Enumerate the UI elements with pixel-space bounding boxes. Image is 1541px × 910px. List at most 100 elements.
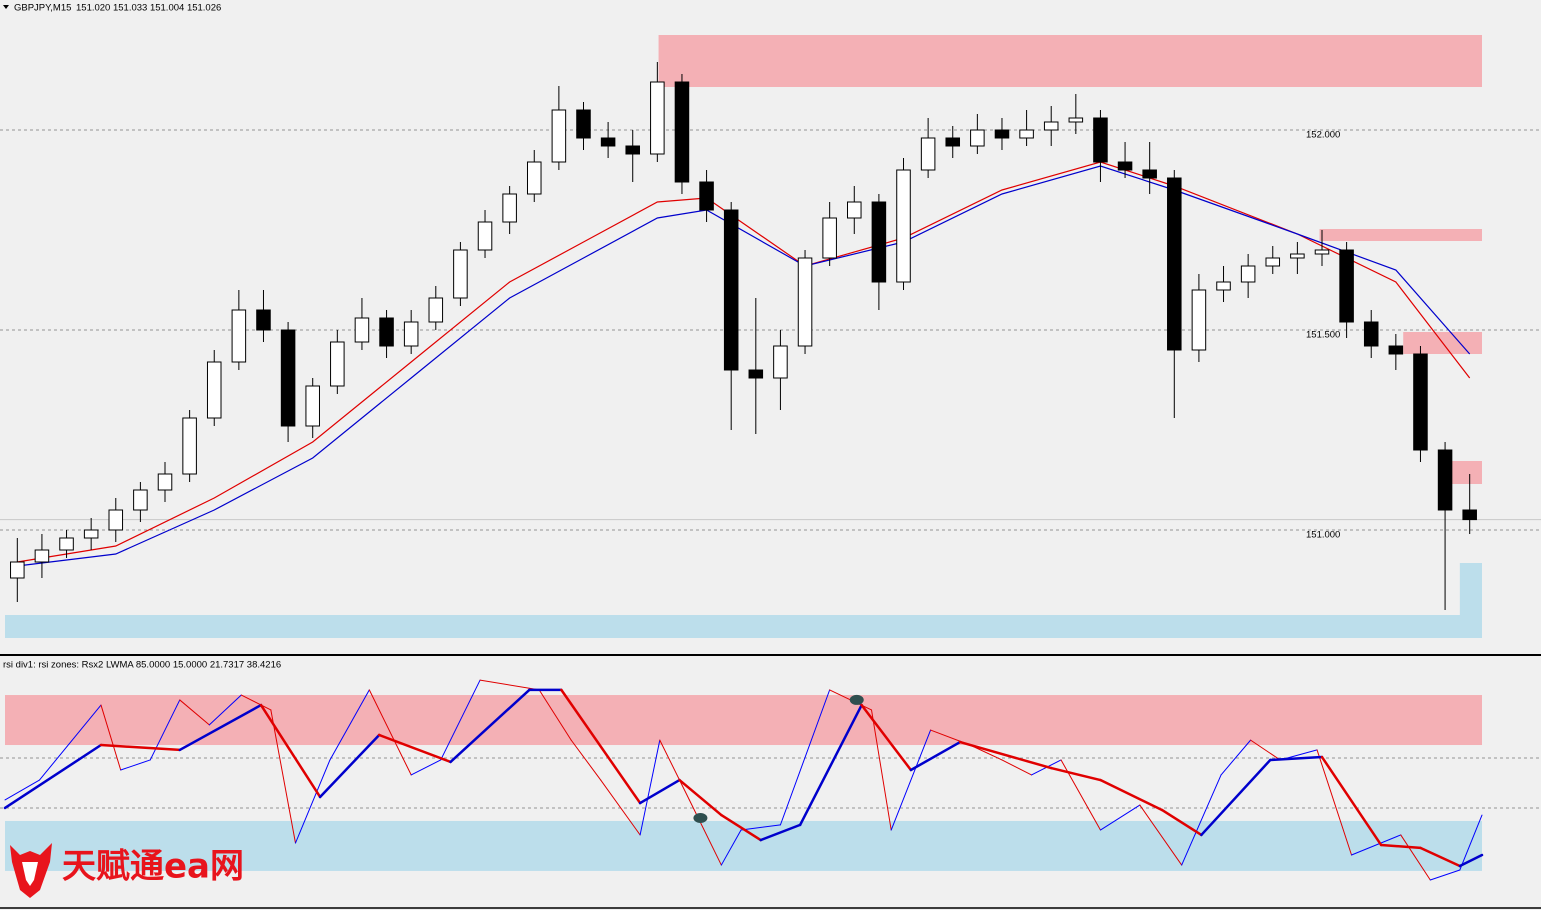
candle-body [674, 81, 690, 183]
indicator-line [1320, 755, 1383, 847]
zone [1447, 461, 1482, 484]
indicator-line [798, 703, 863, 827]
candle-body [576, 109, 591, 139]
indicator-line [779, 689, 831, 826]
indicator-line [1269, 755, 1324, 762]
indicator-line [538, 689, 572, 741]
indicator-line [890, 729, 932, 831]
indicator-line [1379, 843, 1422, 850]
chart-title: GBPJPY,M15 [14, 3, 71, 14]
candle-body [477, 221, 493, 251]
logo-icon-inner [22, 862, 38, 886]
indicator-line [329, 689, 370, 761]
indicator-line [120, 759, 151, 771]
candle-body [133, 489, 148, 511]
indicator-line [294, 759, 331, 844]
indicator-line [449, 688, 531, 764]
indicator-line [1400, 834, 1431, 881]
candle-body [650, 81, 665, 155]
candle-body [1388, 345, 1404, 355]
candle-body [34, 549, 50, 563]
indicator-line [318, 733, 381, 799]
candle-body [748, 369, 764, 379]
indicator-line [1419, 846, 1462, 868]
candle-body [10, 561, 25, 579]
candle-body [994, 129, 1010, 139]
candle-body [871, 201, 887, 283]
candle-body [1191, 289, 1207, 351]
candle-body [1413, 353, 1428, 451]
indicator-line [1458, 853, 1484, 868]
menu-arrow [3, 5, 9, 9]
indicator-line [1049, 766, 1102, 782]
candle-body [1265, 257, 1281, 267]
candle-body [403, 321, 419, 347]
indicator-line [720, 829, 742, 866]
candle-body [1019, 129, 1034, 139]
indicator-line [99, 743, 182, 752]
indicator-line [1060, 759, 1101, 831]
indicator-line [678, 778, 723, 817]
candle-body [945, 137, 961, 147]
candle-body [206, 361, 222, 419]
signal-dot [693, 813, 708, 824]
candle-body [157, 473, 173, 491]
indicator-line [1250, 739, 1281, 761]
candle-body [723, 209, 739, 371]
indicator-line [638, 778, 681, 805]
candle-body [1117, 161, 1133, 171]
indicator-line [1220, 739, 1252, 776]
candle-body [1240, 265, 1256, 283]
indicator-line [1181, 774, 1222, 866]
candle-body [920, 137, 936, 171]
indicator-line [100, 704, 122, 771]
y-tick-label: 152.000 [1306, 130, 1340, 141]
candle-body [182, 417, 197, 475]
indicator-line [1001, 759, 1033, 776]
candle-body [330, 341, 345, 387]
indicator-line [179, 699, 210, 726]
candle-body [600, 137, 616, 147]
indicator-line [1139, 804, 1183, 866]
candle-body [797, 257, 813, 347]
zone [5, 695, 1482, 746]
indicator-line [909, 740, 962, 772]
indicator-line [259, 703, 322, 799]
candle-body [379, 317, 394, 347]
moving-average [17, 165, 1471, 567]
indicator-line [1200, 758, 1272, 837]
y-tick-label: 151.000 [1306, 530, 1340, 541]
candle-body [1167, 177, 1182, 351]
candle-body [970, 129, 985, 147]
candle-body [699, 181, 714, 211]
indicator-line [720, 813, 762, 842]
indicator-line [659, 739, 690, 801]
indicator-line [410, 759, 442, 776]
zone [1319, 229, 1482, 241]
candle-body [1462, 509, 1477, 521]
indicator-line [178, 703, 263, 752]
watermark: 天赋通ea网 [62, 847, 244, 887]
indicator-title: rsi div1: rsi zones: Rsx2 LWMA 85.0000 1… [3, 660, 281, 671]
indicator-line [270, 709, 296, 844]
candle-body [847, 201, 862, 219]
candle-body [822, 217, 837, 259]
candle-body [1437, 449, 1453, 511]
indicator-line [1351, 834, 1402, 856]
candle-body [1363, 321, 1379, 347]
indicator-line [958, 740, 1053, 770]
candle-body [1216, 281, 1231, 291]
logo: 天赋通ea网 [10, 843, 244, 898]
candle-body [1093, 117, 1108, 163]
zone [1459, 563, 1482, 615]
y-tick-label: 151.500 [1306, 330, 1340, 341]
candle-body [896, 169, 911, 283]
indicator-line [149, 699, 181, 761]
candle-body [280, 329, 296, 427]
indicator-line [208, 694, 242, 726]
candle-body [256, 309, 271, 331]
candle-body [1068, 117, 1084, 123]
indicator-line [1099, 804, 1141, 831]
candle-body [1142, 169, 1157, 179]
